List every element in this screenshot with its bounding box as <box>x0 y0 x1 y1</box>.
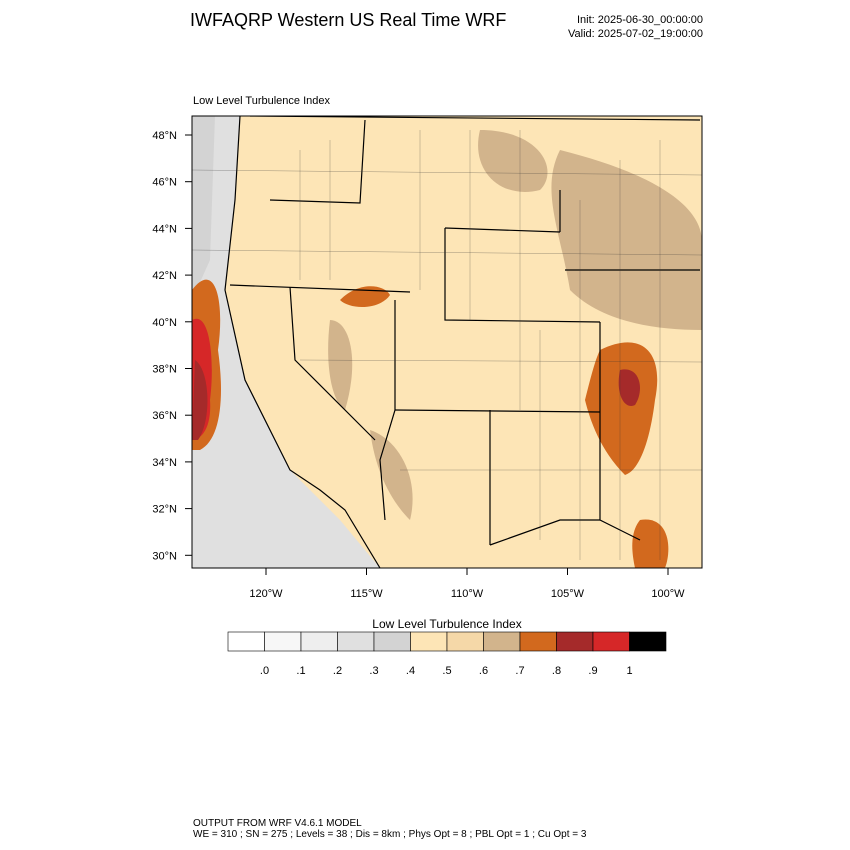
lat-label: 32°N <box>152 504 177 516</box>
colorbar-swatch <box>592 631 630 652</box>
colorbar-label: .6 <box>479 665 488 677</box>
colorbar-label: .5 <box>442 665 451 677</box>
colorbar-label: .0 <box>260 665 269 677</box>
colorbar-label: .4 <box>406 665 415 677</box>
footer-line: WE = 310 ; SN = 275 ; Levels = 38 ; Dis … <box>193 829 587 840</box>
lon-label: 100°W <box>651 588 685 600</box>
lon-label: 110°W <box>451 588 484 600</box>
colorbar-swatch <box>337 631 375 652</box>
colorbar-swatch <box>300 631 338 652</box>
lat-label: 38°N <box>152 364 177 376</box>
lat-label: 42°N <box>152 270 177 282</box>
colorbar-swatch <box>483 631 521 652</box>
colorbar-swatch <box>556 631 594 652</box>
colorbar-swatch <box>264 631 302 652</box>
lat-label: 36°N <box>152 410 177 422</box>
lon-label: 105°W <box>551 588 585 600</box>
lat-label: 48°N <box>152 130 177 142</box>
colorbar-swatch <box>446 631 484 652</box>
lat-label: 44°N <box>152 223 177 235</box>
map-frame <box>191 115 703 569</box>
lon-label: 115°W <box>350 588 383 600</box>
colorbar-swatch <box>227 631 265 652</box>
map-field <box>192 116 702 568</box>
map-subtitle: Low Level Turbulence Index <box>193 95 330 107</box>
lat-label: 30°N <box>152 550 177 562</box>
lat-label: 46°N <box>152 177 177 189</box>
colorbar-swatch <box>629 631 667 652</box>
footer-line: OUTPUT FROM WRF V4.6.1 MODEL <box>193 818 362 829</box>
colorbar-label: .7 <box>515 665 524 677</box>
colorbar-swatch <box>519 631 557 652</box>
lat-label: 40°N <box>152 317 177 329</box>
init-time: Init: 2025-06-30_00:00:00 <box>577 14 703 26</box>
title: IWFAQRP Western US Real Time WRF <box>190 10 506 30</box>
colorbar-title: Low Level Turbulence Index <box>372 617 521 631</box>
colorbar-label: .2 <box>333 665 342 677</box>
colorbar-label: 1 <box>626 665 632 677</box>
colorbar-swatch <box>373 631 411 652</box>
colorbar-swatch <box>410 631 448 652</box>
lat-label: 34°N <box>152 457 177 469</box>
lon-label: 120°W <box>249 588 283 600</box>
colorbar-label: .1 <box>296 665 305 677</box>
valid-time: Valid: 2025-07-02_19:00:00 <box>568 28 703 40</box>
colorbar-label: .9 <box>588 665 597 677</box>
colorbar-label: .8 <box>552 665 561 677</box>
colorbar-label: .3 <box>369 665 378 677</box>
